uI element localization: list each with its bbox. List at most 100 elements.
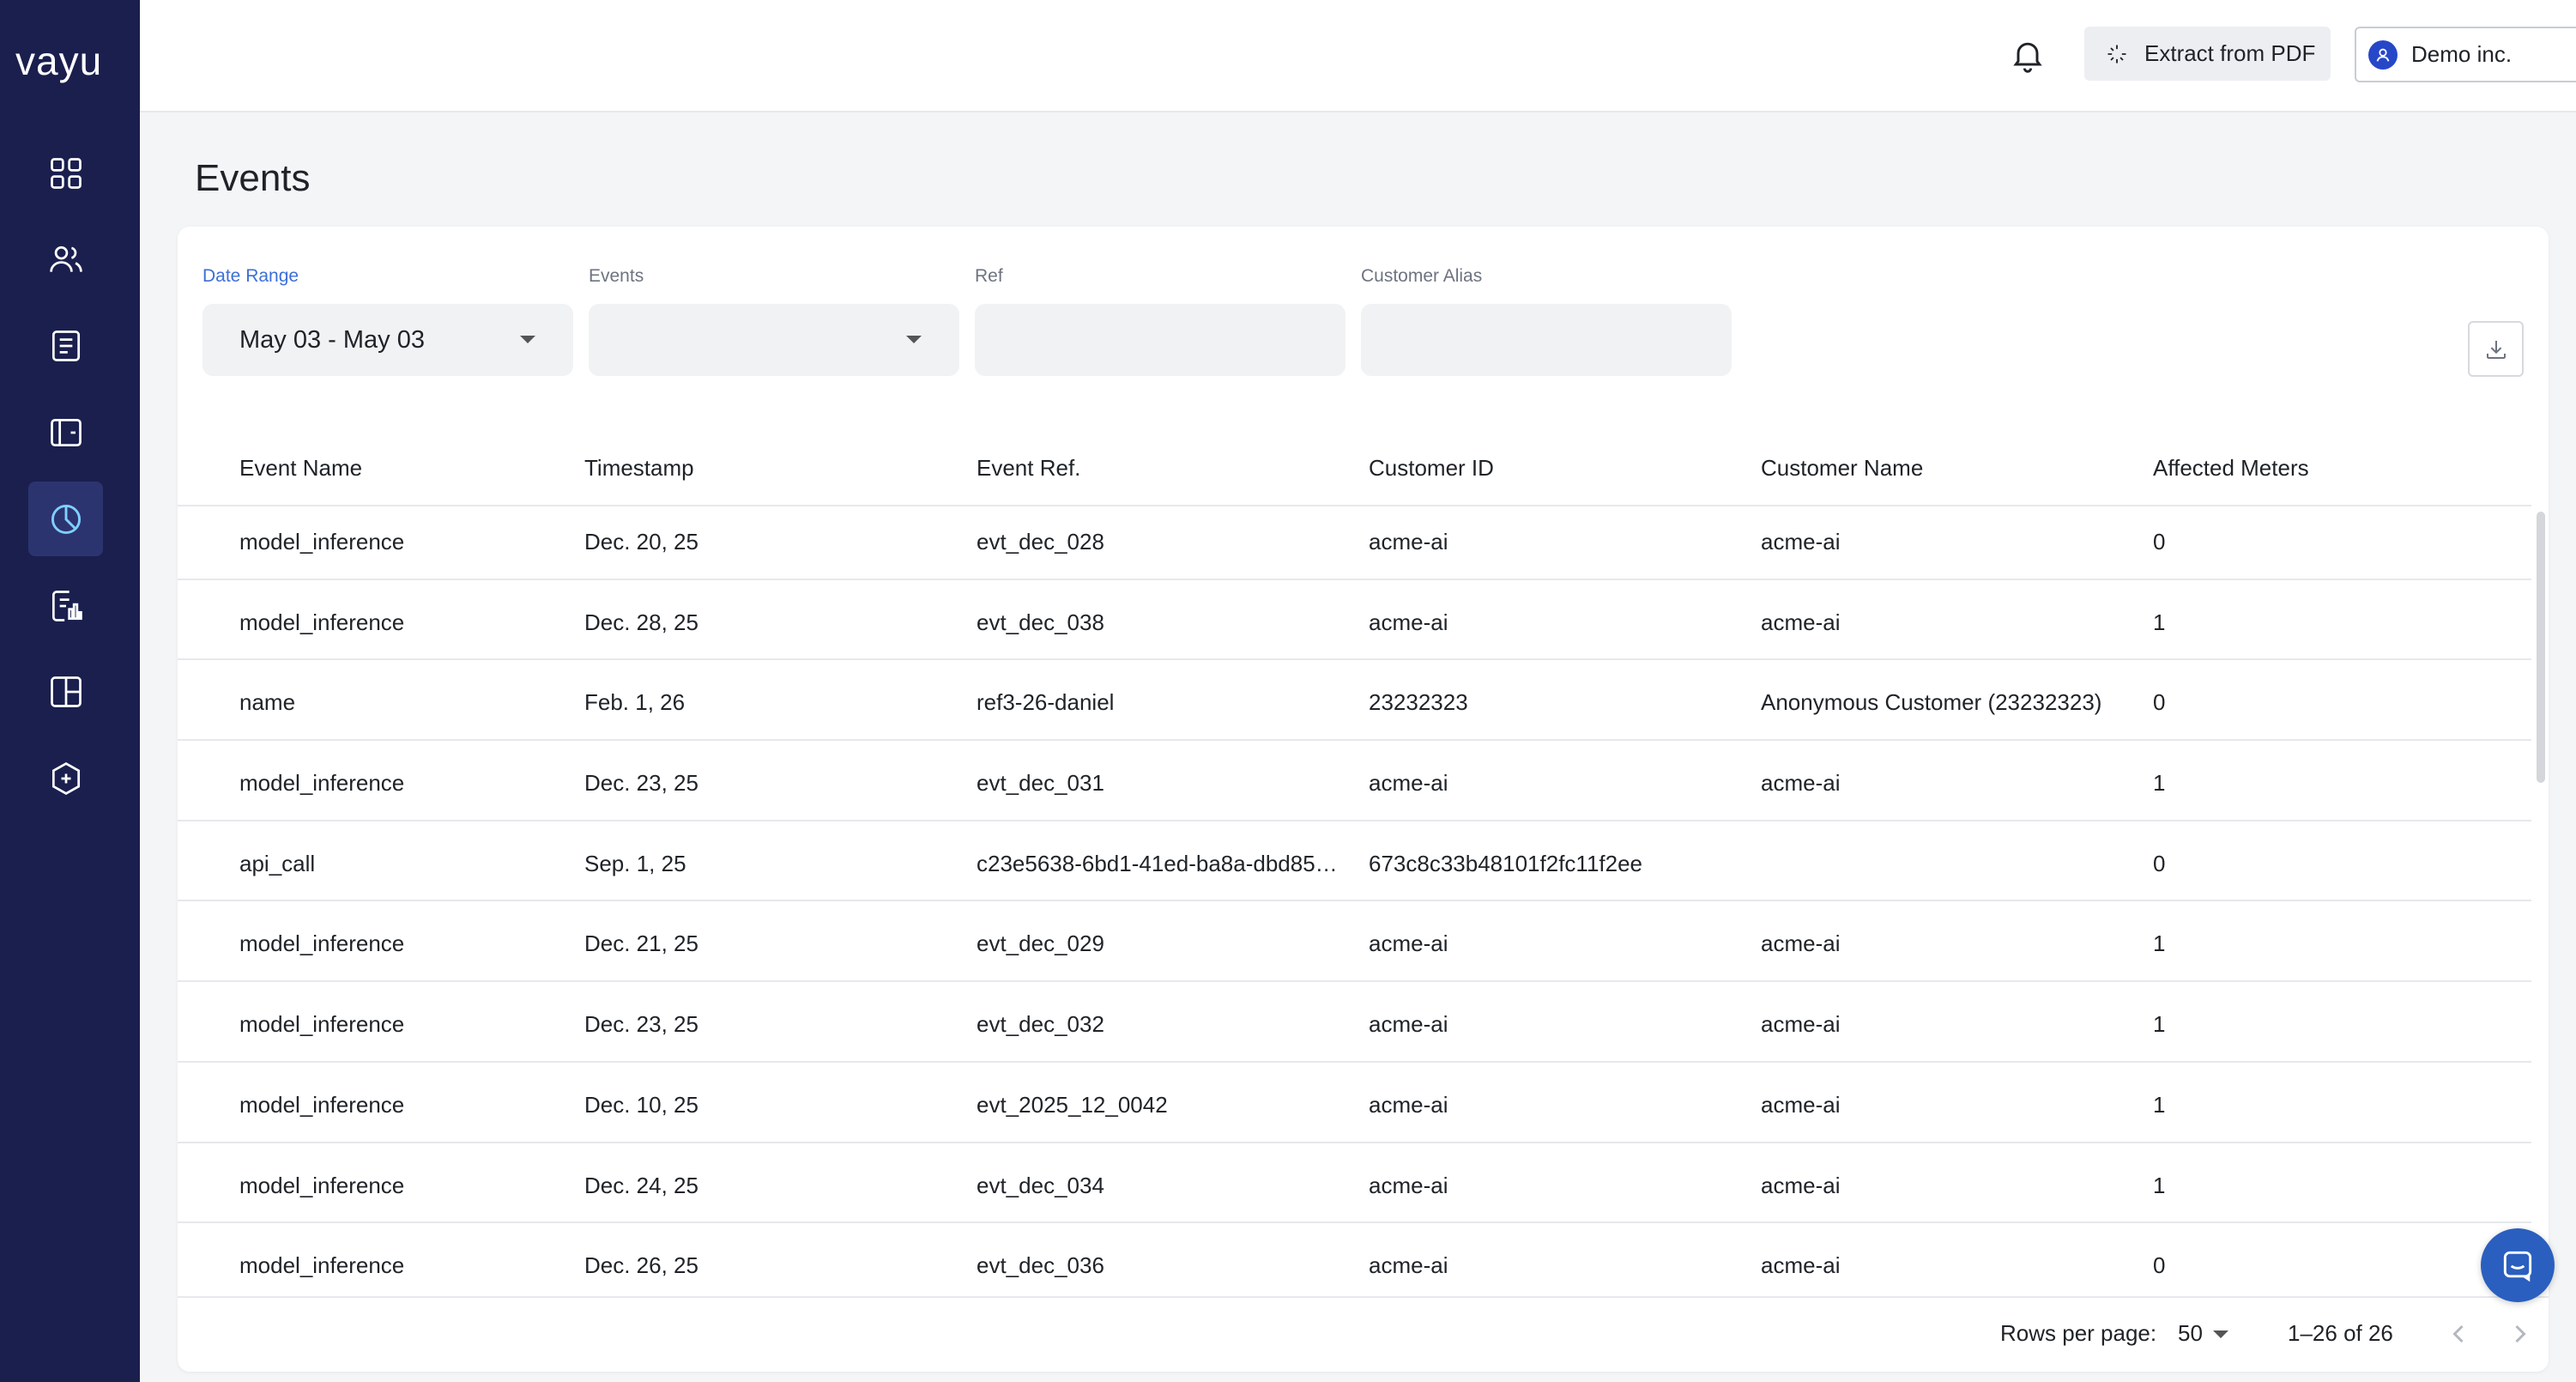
column-header-timestamp[interactable]: Timestamp — [584, 455, 694, 481]
cell-customer-name: acme-ai — [1761, 770, 1841, 797]
cell-timestamp: Dec. 23, 25 — [584, 770, 698, 797]
caret-down-icon[interactable] — [2213, 1330, 2228, 1338]
table-row[interactable]: api_call Sep. 1, 25 c23e5638-6bd1-41ed-b… — [178, 821, 2531, 902]
column-header-event-ref[interactable]: Event Ref. — [977, 455, 1081, 481]
table-row[interactable]: model_inference Dec. 10, 25 evt_2025_12_… — [178, 1063, 2531, 1143]
cell-event-name: model_inference — [239, 1252, 405, 1279]
report-icon — [51, 590, 82, 621]
table-row[interactable]: model_inference Dec. 23, 25 evt_dec_032 … — [178, 982, 2531, 1063]
caret-down-icon — [906, 336, 922, 343]
cell-customer-name: acme-ai — [1761, 609, 1841, 635]
sidebar: vayu — [0, 0, 140, 1382]
pagination-footer: Rows per page: 50 1–26 of 26 — [178, 1296, 2549, 1372]
cell-customer-name: acme-ai — [1761, 1252, 1841, 1279]
date-range-select[interactable]: May 03 - May 03 — [203, 304, 573, 376]
cell-customer-id: acme-ai — [1369, 1091, 1448, 1118]
organization-name: Demo inc. — [2411, 41, 2513, 67]
chevron-left-icon[interactable] — [2443, 1318, 2474, 1349]
extract-from-pdf-button[interactable]: Extract from PDF — [2084, 27, 2331, 81]
table-row[interactable]: model_inference Dec. 26, 25 evt_dec_036 … — [178, 1223, 2531, 1300]
sidebar-item-reports[interactable] — [28, 568, 103, 643]
table-scrollbar[interactable] — [2535, 506, 2547, 1296]
organization-select[interactable]: Demo inc. — [2355, 27, 2576, 82]
customer-alias-input[interactable] — [1361, 304, 1732, 376]
bell-icon[interactable] — [2009, 36, 2047, 74]
table-row[interactable]: name Feb. 1, 26 ref3-26-daniel 23232323 … — [178, 660, 2531, 742]
cell-customer-id: acme-ai — [1369, 609, 1448, 635]
app-logo[interactable]: vayu — [15, 39, 103, 83]
table-row[interactable]: model_inference Dec. 28, 25 evt_dec_038 … — [178, 580, 2531, 661]
rows-per-page-select[interactable]: 50 — [2178, 1320, 2203, 1346]
cell-event-name: model_inference — [239, 930, 405, 957]
cell-event-name: model_inference — [239, 1172, 405, 1198]
caret-down-icon — [520, 336, 535, 343]
cell-event-ref: evt_dec_032 — [977, 1011, 1104, 1038]
cell-timestamp: Dec. 21, 25 — [584, 930, 698, 957]
column-header-affected-meters[interactable]: Affected Meters — [2153, 455, 2309, 481]
page-title: Events — [195, 157, 311, 199]
cell-customer-id: acme-ai — [1369, 529, 1448, 555]
cell-timestamp: Dec. 26, 25 — [584, 1252, 698, 1279]
cell-event-name: name — [239, 689, 296, 716]
sidebar-item-integrations[interactable] — [28, 741, 103, 815]
cell-affected-meters: 1 — [2153, 1091, 2166, 1118]
cell-affected-meters: 1 — [2153, 609, 2166, 635]
date-range-value: May 03 - May 03 — [239, 325, 425, 354]
cell-customer-name: acme-ai — [1761, 1091, 1841, 1118]
ref-input[interactable] — [975, 304, 1345, 376]
cell-event-name: model_inference — [239, 1091, 405, 1118]
chat-support-button[interactable] — [2481, 1228, 2555, 1302]
pagination-range: 1–26 of 26 — [2288, 1320, 2393, 1346]
table-row[interactable]: model_inference Dec. 24, 25 evt_dec_034 … — [178, 1143, 2531, 1224]
date-range-label: Date Range — [203, 266, 299, 286]
sidebar-item-layouts[interactable] — [28, 654, 103, 729]
events-select[interactable] — [589, 304, 959, 376]
sidebar-item-customers[interactable] — [28, 221, 103, 296]
cell-event-name: model_inference — [239, 1011, 405, 1038]
chevron-right-icon[interactable] — [2505, 1318, 2536, 1349]
column-header-customer-id[interactable]: Customer ID — [1369, 455, 1494, 481]
cell-affected-meters: 0 — [2153, 689, 2166, 716]
table-row[interactable]: model_inference Dec. 20, 25 evt_dec_028 … — [178, 500, 2531, 580]
cell-affected-meters: 0 — [2153, 529, 2166, 555]
cell-customer-id: acme-ai — [1369, 1011, 1448, 1038]
cell-affected-meters: 0 — [2153, 850, 2166, 876]
cell-customer-id: acme-ai — [1369, 1172, 1448, 1198]
cell-affected-meters: 1 — [2153, 1011, 2166, 1038]
cell-event-ref: evt_dec_038 — [977, 609, 1104, 635]
cell-event-ref: evt_dec_029 — [977, 930, 1104, 957]
cell-event-ref: evt_dec_031 — [977, 770, 1104, 797]
download-button[interactable] — [2468, 321, 2524, 377]
column-header-customer-name[interactable]: Customer Name — [1761, 455, 1924, 481]
cell-event-ref: ref3-26-daniel — [977, 689, 1115, 716]
users-icon — [49, 245, 82, 272]
cell-event-name: api_call — [239, 850, 316, 876]
sidebar-item-analytics[interactable] — [28, 482, 103, 556]
cell-event-name: model_inference — [239, 609, 405, 635]
cell-customer-id: 673c8c33b48101f2fc11f2ee — [1369, 850, 1643, 876]
cell-timestamp: Dec. 20, 25 — [584, 529, 698, 555]
extract-label: Extract from PDF — [2144, 40, 2316, 66]
cell-timestamp: Dec. 24, 25 — [584, 1172, 698, 1198]
cell-timestamp: Dec. 28, 25 — [584, 609, 698, 635]
cell-customer-name: Anonymous Customer (23232323) — [1761, 689, 2102, 716]
cell-event-ref: evt_2025_12_0042 — [977, 1091, 1168, 1118]
table-header: Event Name Timestamp Event Ref. Customer… — [178, 424, 2531, 506]
cell-affected-meters: 1 — [2153, 770, 2166, 797]
package-plus-icon — [51, 761, 80, 795]
sidebar-item-invoices[interactable] — [28, 308, 103, 383]
scrollbar-thumb[interactable] — [2537, 512, 2545, 783]
sidebar-item-dashboard[interactable] — [28, 136, 103, 210]
table-row[interactable]: model_inference Dec. 23, 25 evt_dec_031 … — [178, 741, 2531, 821]
cell-customer-name: acme-ai — [1761, 1011, 1841, 1038]
table-row[interactable]: model_inference Dec. 21, 25 evt_dec_029 … — [178, 901, 2531, 983]
sidebar-item-wallet[interactable] — [28, 395, 103, 470]
cell-event-ref: evt_dec_036 — [977, 1252, 1104, 1279]
cell-timestamp: Dec. 23, 25 — [584, 1011, 698, 1038]
column-header-event-name[interactable]: Event Name — [239, 455, 363, 481]
rows-per-page-label: Rows per page: — [2000, 1320, 2157, 1346]
pie-chart-icon — [51, 504, 81, 534]
cell-event-ref: evt_dec_028 — [977, 529, 1104, 555]
cell-timestamp: Sep. 1, 25 — [584, 850, 686, 876]
top-bar: Extract from PDF Demo inc. — [140, 0, 2576, 112]
